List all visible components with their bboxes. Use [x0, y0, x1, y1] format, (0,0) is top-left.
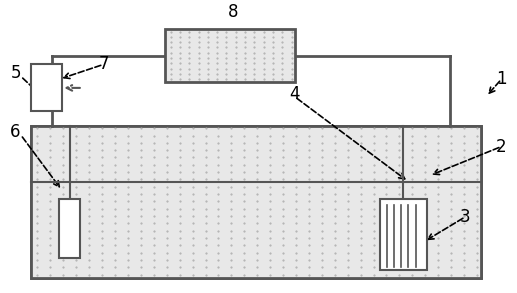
Bar [165, 29, 295, 82]
Bar [380, 199, 427, 270]
Bar [31, 126, 481, 278]
Text: 5: 5 [10, 64, 21, 82]
Text: 7: 7 [98, 55, 109, 74]
Bar [31, 126, 481, 278]
Bar [165, 29, 295, 82]
Text: 3: 3 [460, 208, 470, 226]
Text: 4: 4 [290, 85, 300, 103]
Text: 8: 8 [227, 3, 238, 21]
Bar [31, 64, 62, 111]
Text: 2: 2 [496, 137, 507, 156]
Text: 6: 6 [10, 123, 21, 141]
Bar [59, 199, 80, 258]
Text: 1: 1 [496, 70, 507, 88]
